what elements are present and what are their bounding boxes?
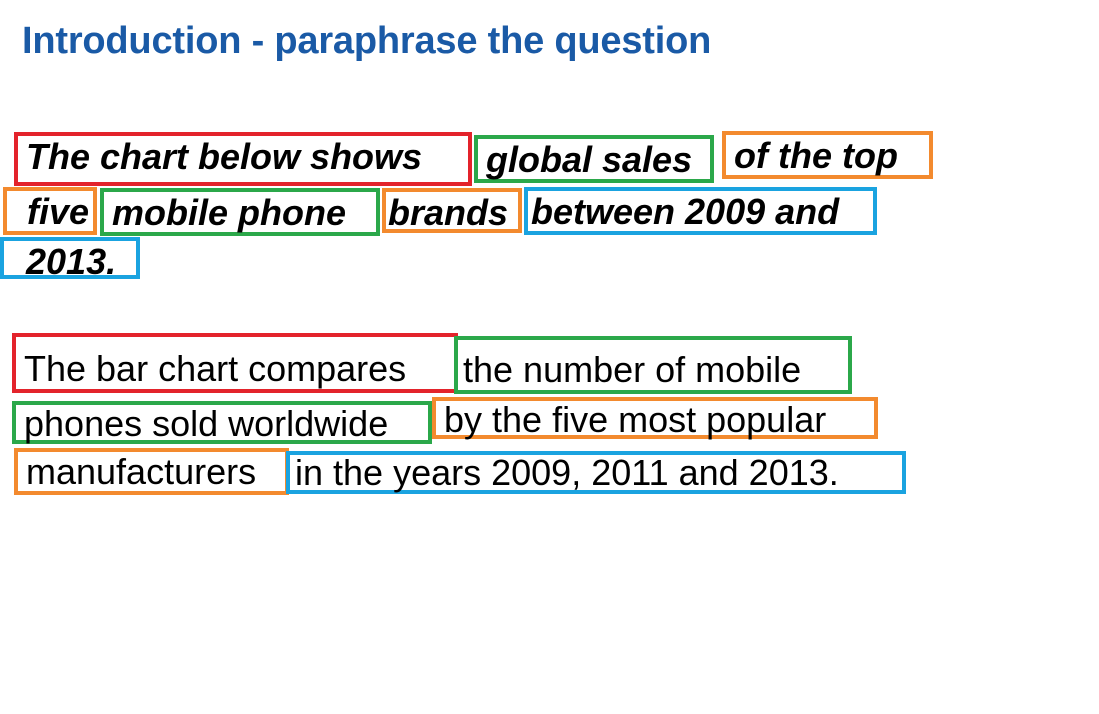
answer-segment-topic: the number of mobile — [454, 336, 852, 394]
answer-segment-topic-cont: phones sold worldwide — [12, 401, 432, 444]
question-segment-period-cont: 2013. — [0, 237, 140, 280]
question-segment-brands: brands — [382, 188, 522, 233]
question-segment-scope-cont: five — [3, 187, 97, 235]
question-segment-subject: The chart below shows — [14, 132, 472, 186]
answer-segment-period: in the years 2009, 2011 and 2013. — [286, 451, 906, 494]
answer-segment-subject: The bar chart compares — [12, 333, 458, 393]
question-segment-product: mobile phone — [100, 188, 380, 236]
answer-segment-scope: by the five most popular — [432, 397, 878, 439]
answer-segment-scope-cont: manufacturers — [14, 448, 289, 495]
question-segment-scope: of the top — [722, 131, 933, 179]
page-title: Introduction - paraphrase the question — [22, 20, 712, 62]
question-segment-period: between 2009 and — [524, 187, 877, 235]
question-segment-topic: global sales — [474, 135, 714, 183]
